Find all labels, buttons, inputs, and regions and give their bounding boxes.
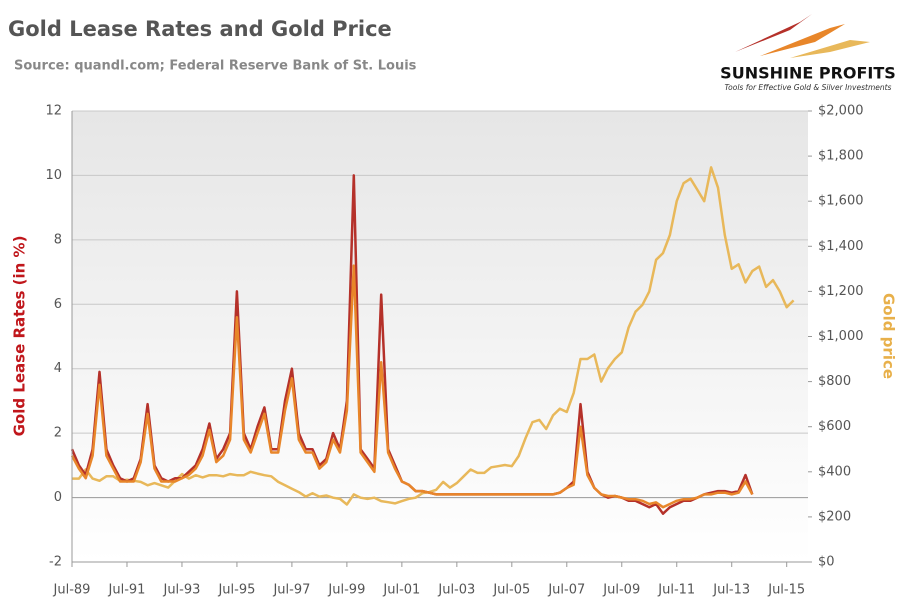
y-tick-label: 8 <box>54 232 62 247</box>
chart-subtitle: Source: quandl.com; Federal Reserve Bank… <box>14 59 417 74</box>
x-tick-label: Jul-95 <box>217 583 255 598</box>
y-axis-label: Gold Lease Rates (in %) <box>11 236 29 437</box>
logo-name: SUNSHINE PROFITS <box>720 64 896 83</box>
logo-tagline: Tools for Effective Gold & Silver Invest… <box>725 83 892 92</box>
y2-axis-label: Gold price <box>880 293 898 379</box>
series-line <box>70 264 754 509</box>
x-tick-label: Jul-07 <box>547 583 585 598</box>
y2-tick-label: $0 <box>818 555 835 570</box>
logo: SUNSHINE PROFITS Tools for Effective Gol… <box>720 14 896 92</box>
x-tick-label: Jul-99 <box>327 583 365 598</box>
y2-tick-label: $400 <box>818 464 851 479</box>
x-tick-label: Jul-01 <box>382 583 420 598</box>
y2-tick-label: $600 <box>818 419 851 434</box>
y-tick-label: 12 <box>45 104 62 119</box>
y-tick-label: -2 <box>49 555 62 570</box>
y2-tick-label: $2,000 <box>818 104 864 119</box>
x-tick-label: Jul-03 <box>437 583 475 598</box>
logo-swoosh <box>790 40 870 58</box>
x-tick-label: Jul-05 <box>492 583 530 598</box>
y2-tick-label: $1,600 <box>818 194 864 209</box>
y2-tick-label: $1,000 <box>818 329 864 344</box>
x-tick-label: Jul-13 <box>712 583 750 598</box>
logo-swoosh <box>760 24 845 56</box>
x-tick-label: Jul-93 <box>162 583 200 598</box>
y2-tick-label: $1,800 <box>818 149 864 164</box>
x-tick-label: Jul-15 <box>767 583 805 598</box>
y2-tick-label: $1,200 <box>818 284 864 299</box>
x-tick-label: Jul-89 <box>53 583 91 598</box>
y-tick-label: 4 <box>54 361 62 376</box>
series-line <box>72 166 795 506</box>
y-tick-label: 10 <box>45 168 62 183</box>
y2-tick-label: $200 <box>818 509 851 524</box>
y2-tick-label: $800 <box>818 374 851 389</box>
y-tick-label: 6 <box>54 297 62 312</box>
y-tick-label: 2 <box>54 426 62 441</box>
y-tick-label: 0 <box>54 490 62 505</box>
logo-swoosh <box>735 14 812 52</box>
x-tick-label: Jul-97 <box>272 583 310 598</box>
x-tick-label: Jul-91 <box>108 583 146 598</box>
x-tick-label: Jul-09 <box>602 583 640 598</box>
y2-tick-label: $1,400 <box>818 239 864 254</box>
x-tick-label: Jul-11 <box>657 583 695 598</box>
chart-title: Gold Lease Rates and Gold Price <box>8 17 392 41</box>
